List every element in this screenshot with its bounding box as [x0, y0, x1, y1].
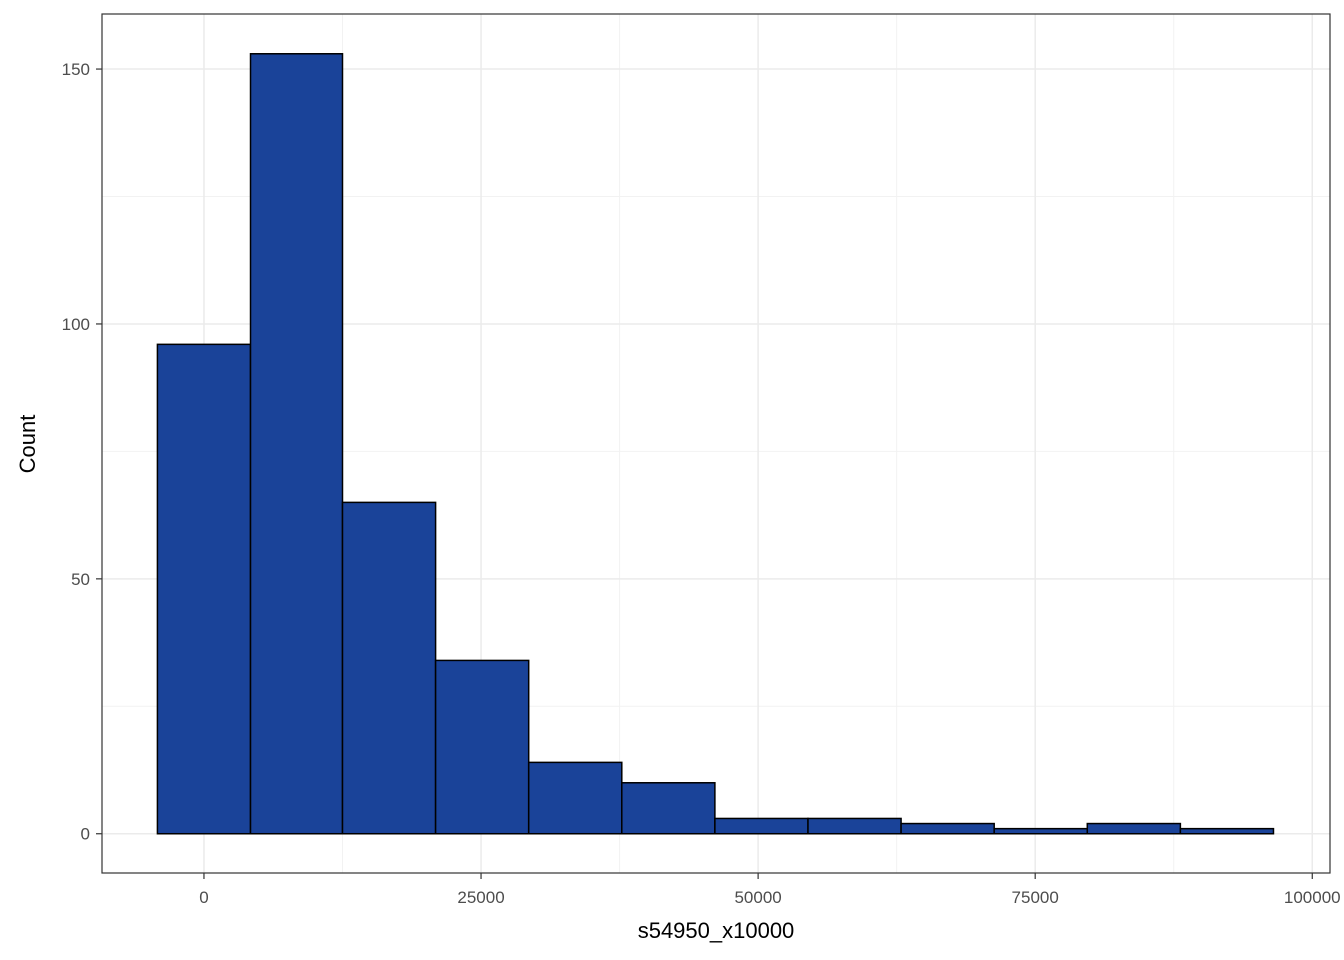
x-tick-label: 75000 — [1012, 888, 1059, 907]
bar — [621, 782, 716, 835]
bar — [249, 53, 344, 835]
bar — [993, 827, 1089, 835]
y-tick-label: 50 — [71, 570, 90, 589]
y-tick-label: 0 — [81, 825, 90, 844]
bar — [1179, 827, 1275, 835]
y-tick-label: 150 — [62, 60, 90, 79]
x-tick-label: 0 — [199, 888, 208, 907]
y-tick-label: 100 — [62, 315, 90, 334]
bar — [341, 501, 437, 835]
bar — [900, 822, 995, 835]
x-tick-label: 50000 — [734, 888, 781, 907]
bar — [714, 817, 809, 835]
panel-border — [101, 13, 1331, 874]
bars — [156, 53, 1275, 835]
bar — [156, 343, 252, 835]
x-axis-title: s54950_x10000 — [638, 918, 795, 943]
bar — [527, 761, 623, 835]
bar — [1086, 822, 1182, 835]
x-tick-label: 25000 — [457, 888, 504, 907]
y-axis-title: Count — [15, 415, 40, 474]
axes: 0 25000 50000 75000 100000 0 50 100 150 — [62, 60, 1341, 907]
x-tick-label: 100000 — [1284, 888, 1341, 907]
bar — [434, 659, 530, 835]
bar — [807, 817, 902, 835]
